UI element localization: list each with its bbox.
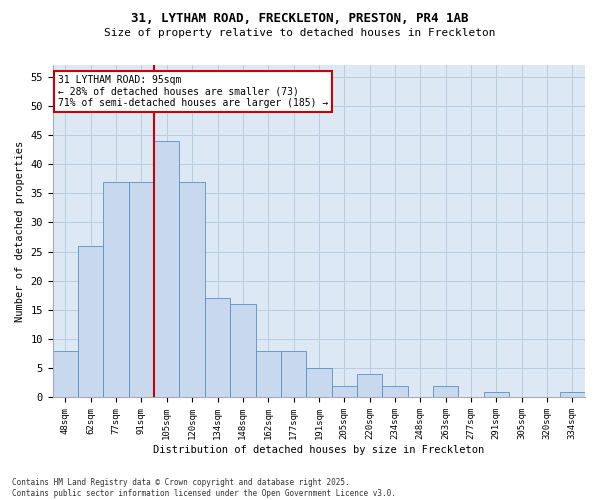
X-axis label: Distribution of detached houses by size in Freckleton: Distribution of detached houses by size … bbox=[153, 445, 485, 455]
Bar bbox=[205, 298, 230, 398]
Bar bbox=[230, 304, 256, 398]
Text: Size of property relative to detached houses in Freckleton: Size of property relative to detached ho… bbox=[104, 28, 496, 38]
Bar bbox=[129, 182, 154, 398]
Bar bbox=[357, 374, 382, 398]
Y-axis label: Number of detached properties: Number of detached properties bbox=[15, 140, 25, 322]
Bar bbox=[560, 392, 585, 398]
Bar bbox=[382, 386, 407, 398]
Bar bbox=[53, 351, 78, 398]
Bar bbox=[78, 246, 103, 398]
Bar bbox=[103, 182, 129, 398]
Text: 31, LYTHAM ROAD, FRECKLETON, PRESTON, PR4 1AB: 31, LYTHAM ROAD, FRECKLETON, PRESTON, PR… bbox=[131, 12, 469, 26]
Bar bbox=[433, 386, 458, 398]
Text: Contains HM Land Registry data © Crown copyright and database right 2025.
Contai: Contains HM Land Registry data © Crown c… bbox=[12, 478, 396, 498]
Bar bbox=[256, 351, 281, 398]
Bar bbox=[154, 141, 179, 398]
Bar bbox=[281, 351, 306, 398]
Bar bbox=[179, 182, 205, 398]
Bar bbox=[484, 392, 509, 398]
Text: 31 LYTHAM ROAD: 95sqm
← 28% of detached houses are smaller (73)
71% of semi-deta: 31 LYTHAM ROAD: 95sqm ← 28% of detached … bbox=[58, 75, 328, 108]
Bar bbox=[306, 368, 332, 398]
Bar bbox=[332, 386, 357, 398]
